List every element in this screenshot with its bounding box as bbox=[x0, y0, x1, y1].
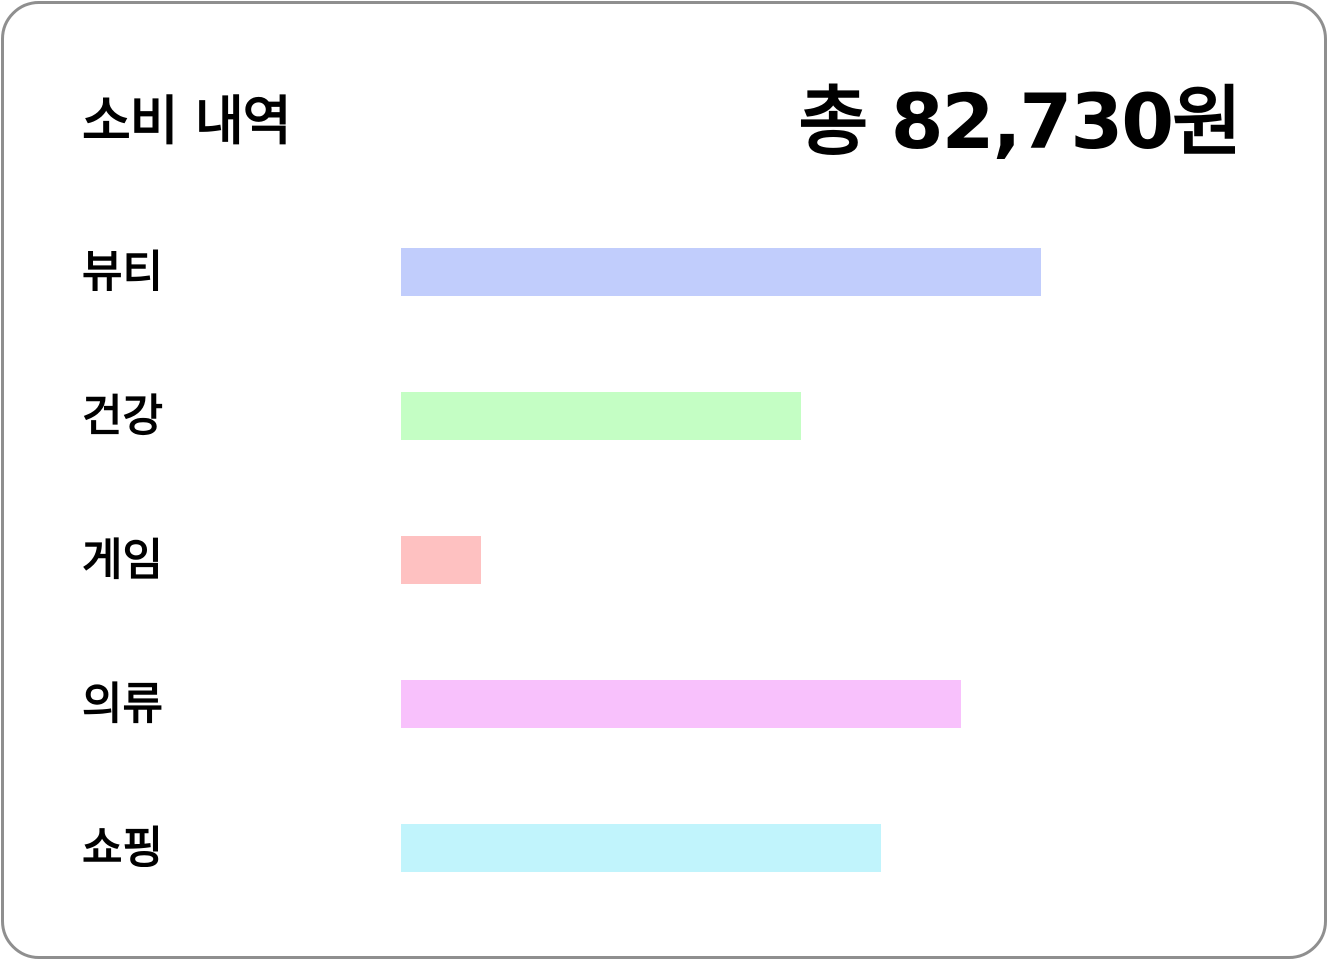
category-label: 건강 bbox=[82, 391, 163, 442]
page-title: 소비 내역 bbox=[82, 91, 291, 152]
bar bbox=[401, 824, 881, 872]
category-label: 의류 bbox=[82, 679, 163, 730]
bar bbox=[401, 392, 801, 440]
total-amount: 총 82,730원 bbox=[798, 77, 1242, 166]
bar bbox=[401, 536, 481, 584]
category-label: 게임 bbox=[82, 535, 163, 586]
category-label: 뷰티 bbox=[82, 247, 163, 298]
bar bbox=[401, 680, 961, 728]
bar bbox=[401, 248, 1041, 296]
category-label: 쇼핑 bbox=[82, 823, 163, 874]
